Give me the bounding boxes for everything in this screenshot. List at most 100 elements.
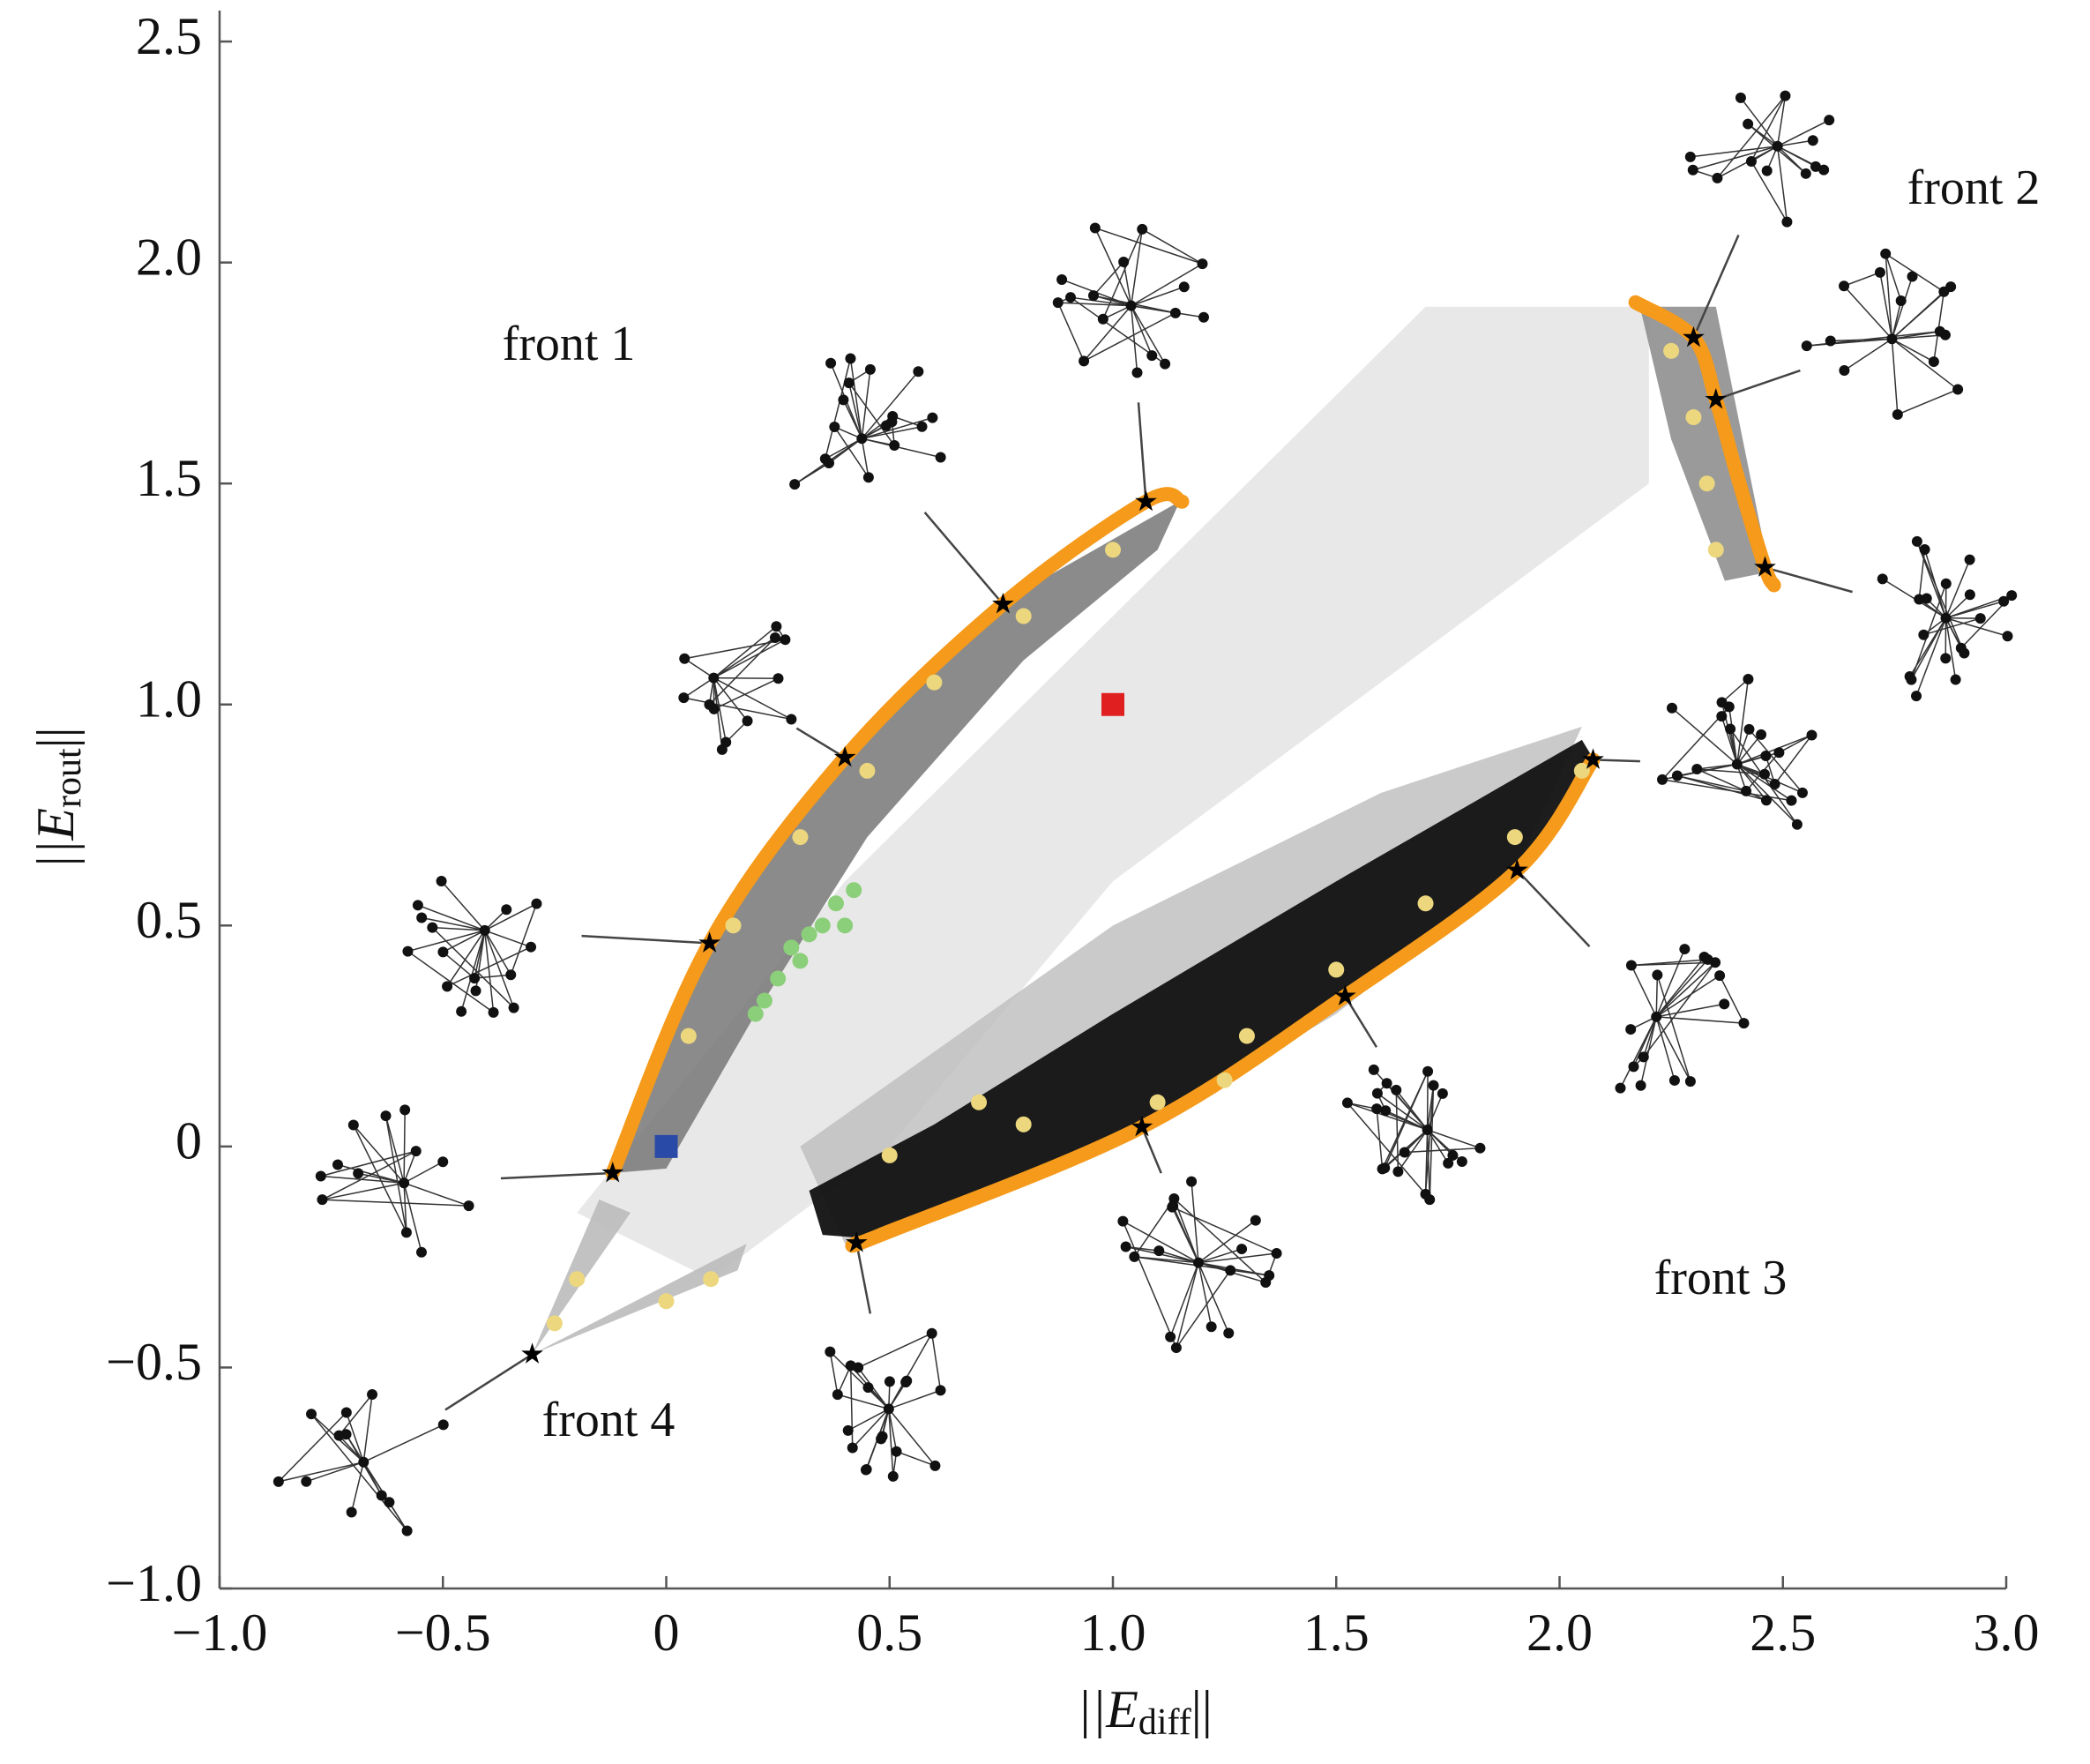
x-axis-label: ||Ediff||	[1077, 1680, 1213, 1743]
network-edge	[403, 1183, 407, 1233]
network-edge	[446, 930, 486, 987]
point	[756, 992, 773, 1009]
network-edge	[1643, 961, 1716, 1058]
network-node	[1824, 115, 1835, 126]
point	[926, 674, 943, 691]
network-node	[708, 672, 720, 684]
network-node	[1741, 785, 1752, 796]
network-node	[927, 412, 938, 423]
x-tick-label: 0.5	[856, 1603, 922, 1662]
network-node	[1839, 280, 1850, 292]
network-edge	[847, 1408, 890, 1431]
point	[792, 829, 809, 846]
network-node	[1399, 1147, 1410, 1158]
point	[859, 762, 876, 779]
network-edge	[1918, 549, 1926, 600]
y-axis-label-part: ||	[26, 727, 85, 748]
star-point	[698, 931, 720, 953]
network-node	[838, 394, 849, 406]
network-node	[1769, 778, 1780, 789]
network-edge	[1923, 617, 1981, 636]
network-node	[1825, 335, 1836, 347]
network-node	[883, 1403, 894, 1415]
star-point	[992, 593, 1014, 614]
network-edge	[1897, 388, 1959, 415]
network-node	[1955, 642, 1967, 654]
network-edge	[1397, 1129, 1429, 1172]
network-edge	[1736, 764, 1767, 801]
network-node	[437, 1419, 449, 1431]
network-edge	[362, 1424, 444, 1463]
network-node	[353, 1168, 364, 1179]
point	[881, 1147, 898, 1163]
network-edge	[1923, 549, 1947, 618]
network-edge	[1122, 1221, 1177, 1349]
network-node	[901, 1375, 913, 1387]
network-node	[1679, 944, 1691, 955]
network-edge	[1057, 302, 1085, 362]
network-node	[916, 421, 928, 432]
data-marks	[521, 295, 1781, 1364]
point	[792, 953, 809, 969]
network-node	[860, 1464, 871, 1476]
density-cloud	[809, 739, 1596, 1240]
network-node	[1197, 258, 1208, 270]
network-edge	[1843, 338, 1892, 371]
point	[1417, 895, 1434, 912]
point	[846, 882, 862, 899]
network-node	[1964, 554, 1975, 565]
x-tick-label: 2.5	[1750, 1603, 1816, 1662]
network-edge	[443, 930, 486, 953]
y-axis-label: ||Erout||	[26, 727, 89, 869]
network-node	[470, 985, 481, 997]
network-node	[1781, 216, 1793, 228]
point	[569, 1271, 586, 1288]
network-node	[1874, 266, 1885, 278]
network-edge	[1171, 1206, 1277, 1254]
network-node	[1625, 960, 1637, 971]
network-edge	[1176, 1269, 1231, 1349]
network-edge	[1891, 338, 1959, 391]
network-node	[399, 1177, 410, 1189]
network-edge	[852, 1408, 890, 1448]
network-node	[856, 433, 868, 445]
network-node	[505, 969, 517, 981]
network-node	[887, 1470, 899, 1482]
network-edge	[278, 1461, 364, 1483]
network-edge	[1891, 291, 1944, 340]
network-edge	[1655, 1016, 1676, 1081]
star-point	[1705, 387, 1728, 409]
y-tick-label: 2.0	[136, 228, 202, 286]
network-edge	[713, 677, 727, 743]
network-node	[1087, 290, 1099, 302]
network-node	[317, 1194, 328, 1206]
leader-line	[1137, 402, 1147, 502]
network-edge	[713, 639, 786, 679]
network-node	[1379, 1162, 1391, 1174]
network-edge	[1655, 956, 1706, 1018]
y-axis-label-part: ||E	[26, 808, 85, 870]
network-node	[1716, 711, 1728, 722]
network-node	[340, 1429, 352, 1440]
network-edge	[713, 677, 723, 750]
network-node	[1186, 1176, 1198, 1187]
y-tick-label: 2.5	[136, 7, 202, 65]
network-node	[1919, 543, 1930, 555]
network-node	[401, 1525, 413, 1536]
network-node	[1714, 970, 1726, 982]
network-edge	[1944, 617, 1957, 680]
network-node	[1341, 1097, 1353, 1109]
network-edge	[825, 358, 852, 460]
network-node	[929, 1460, 941, 1471]
network-node	[508, 1002, 519, 1013]
network-node	[824, 458, 835, 469]
point	[1573, 762, 1590, 779]
network-edge	[1736, 763, 1803, 794]
network-edge	[1395, 1089, 1429, 1131]
network-edge	[833, 426, 870, 478]
network-edge	[1173, 1198, 1266, 1283]
network-insets	[272, 90, 2018, 1536]
network-node	[1684, 151, 1696, 162]
